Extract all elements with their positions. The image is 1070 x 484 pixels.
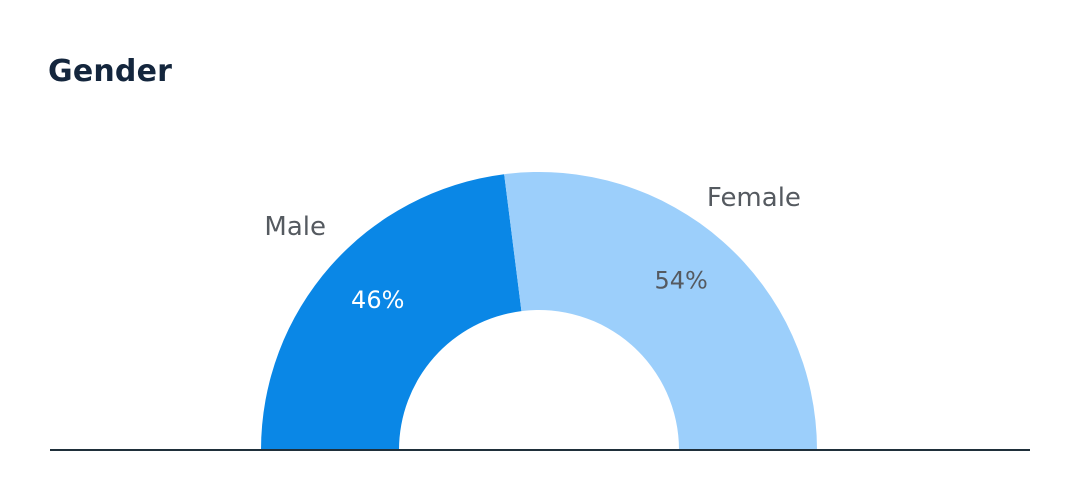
- slice-female: [504, 172, 817, 450]
- chart-title: Gender: [48, 54, 173, 89]
- chart-labels: Male 46% Female 54%: [264, 183, 801, 314]
- slice-value-female: 54%: [655, 267, 708, 295]
- slice-label-female: Female: [707, 183, 801, 213]
- slice-value-male: 46%: [351, 286, 404, 314]
- chart-slices: [261, 172, 817, 450]
- slice-label-male: Male: [264, 212, 326, 242]
- slice-male: [261, 174, 522, 450]
